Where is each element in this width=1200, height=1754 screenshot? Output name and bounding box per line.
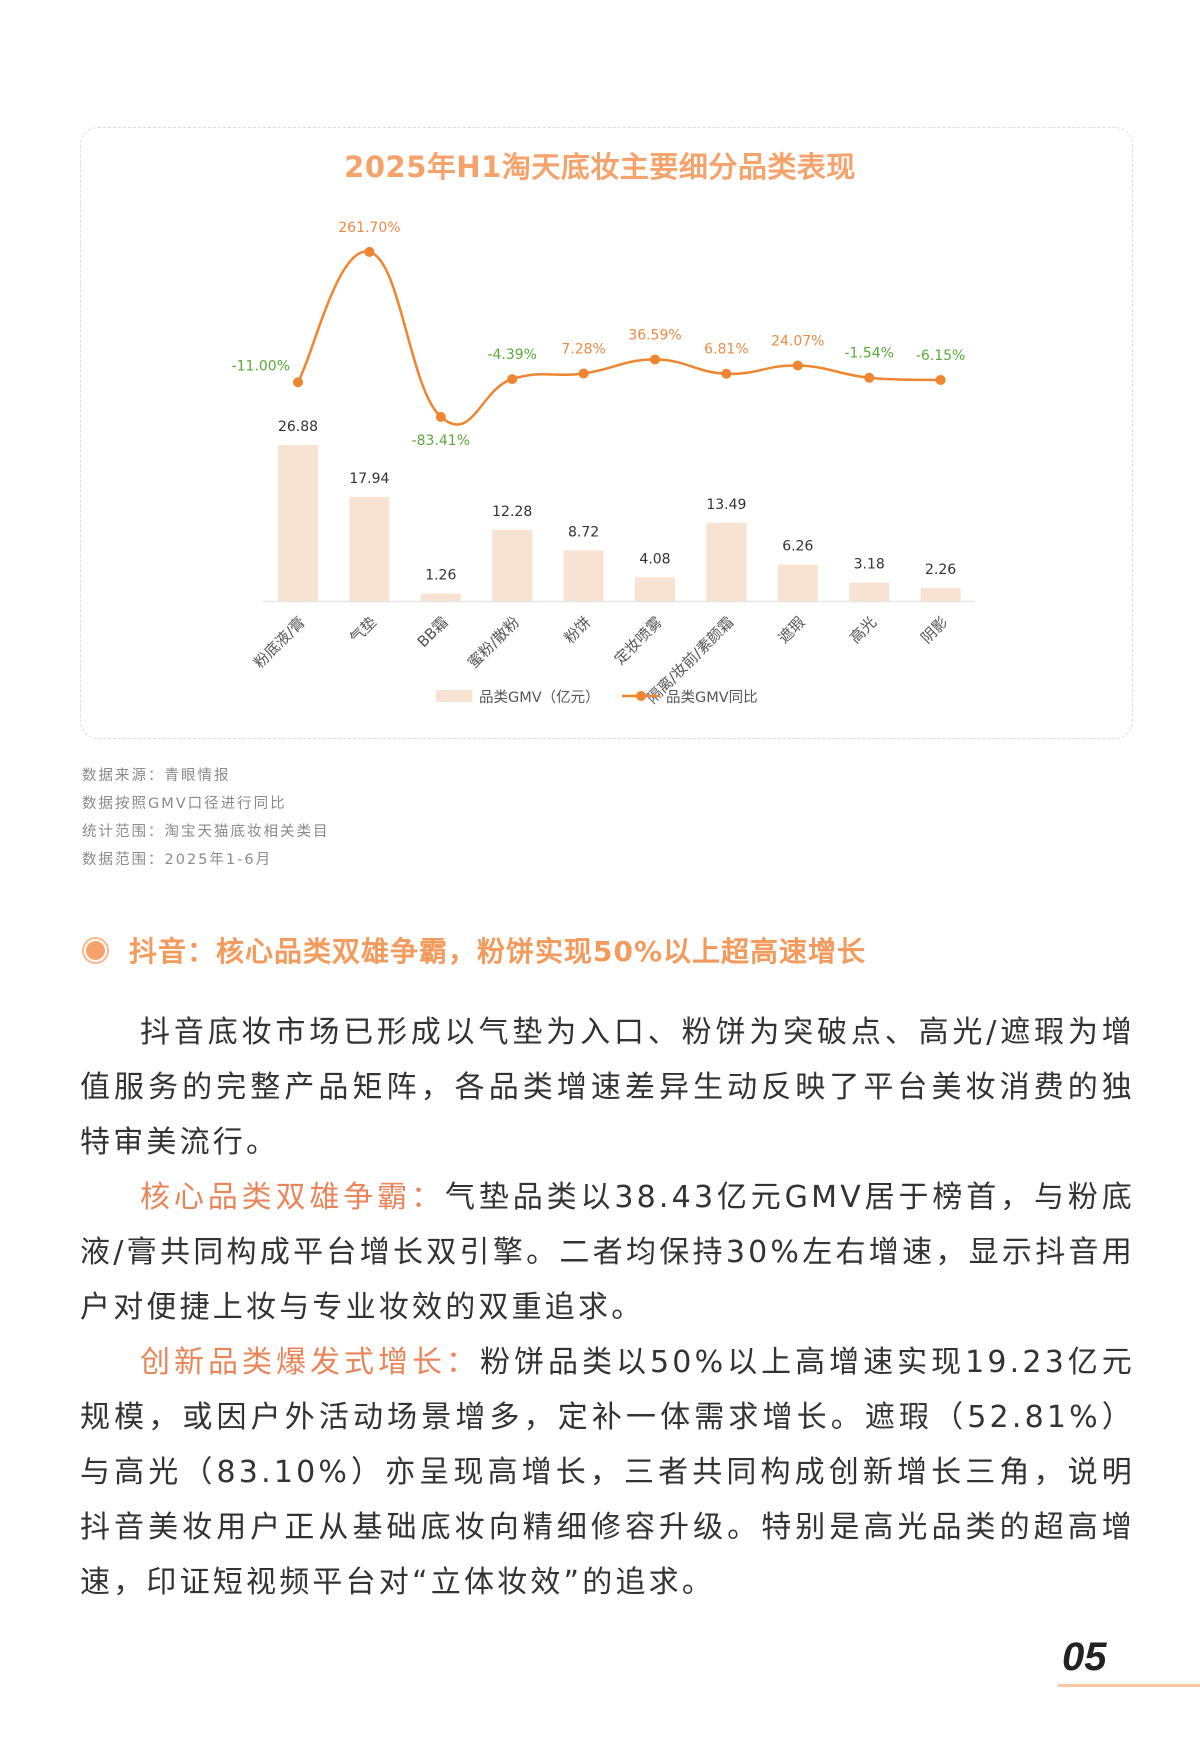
legend-line-label: 品类GMV同比	[666, 689, 758, 706]
gmv-bar	[563, 550, 604, 601]
paragraph-highlight: 核心品类双雄争霸：	[140, 1180, 445, 1215]
chart-container	[80, 127, 1133, 739]
yoy-value-label: -11.00%	[232, 358, 290, 374]
gmv-bar	[420, 593, 461, 601]
paragraph-text: 气垫品类以38.43亿元GMV居于榜首，与粉底液/膏共同构成平台增长双引擎。二者…	[80, 1180, 1135, 1325]
category-label: 粉底液/膏	[250, 613, 309, 672]
yoy-value-label: -6.15%	[916, 348, 966, 364]
paragraph-highlight: 创新品类爆发式增长：	[140, 1345, 481, 1380]
yoy-point	[721, 368, 732, 379]
yoy-value-label: 7.28%	[561, 342, 605, 358]
gmv-bar	[492, 529, 533, 601]
yoy-point	[864, 372, 875, 383]
chart-title: 2025年H1淘天底妆主要细分品类表现	[344, 150, 856, 184]
yoy-point	[935, 374, 946, 385]
gmv-bar	[920, 587, 961, 601]
gmv-bar	[777, 564, 818, 601]
category-label: 粉饼	[560, 613, 594, 647]
gmv-bar	[349, 496, 390, 601]
paragraph-text: 抖音底妆市场已形成以气垫为入口、粉饼为突破点、高光/遮瑕为增值服务的完整产品矩阵…	[80, 1015, 1135, 1160]
page-number: 05	[1062, 1635, 1107, 1679]
category-label: 定妆喷雾	[611, 613, 666, 668]
note-source: 数据来源：青眼情报	[82, 768, 231, 784]
gmv-bar	[849, 582, 890, 601]
paragraph-intro: 抖音底妆市场已形成以气垫为入口、粉饼为突破点、高光/遮瑕为增值服务的完整产品矩阵…	[80, 1005, 1135, 1170]
section-title: 抖音：核心品类双雄争霸，粉饼实现50%以上超高速增长	[129, 935, 867, 968]
yoy-point	[435, 411, 446, 422]
yoy-line	[296, 250, 941, 426]
bar-value-label: 3.18	[854, 557, 885, 573]
category-label: 高光	[846, 613, 880, 647]
page-number-underline	[1058, 1684, 1200, 1687]
yoy-point	[364, 246, 375, 257]
data-notes: 数据来源：青眼情报 数据按照GMV口径进行同比 统计范围：淘宝天猫底妆相关类目 …	[82, 762, 330, 874]
paragraph-innovation: 创新品类爆发式增长：粉饼品类以50%以上高增速实现19.23亿元规模，或因户外活…	[80, 1335, 1135, 1610]
gmv-bar	[635, 577, 675, 601]
yoy-point	[507, 374, 518, 385]
bar-value-label: 8.72	[568, 524, 599, 540]
body-text: 抖音底妆市场已形成以气垫为入口、粉饼为突破点、高光/遮瑕为增值服务的完整产品矩阵…	[80, 1005, 1135, 1610]
category-label: 气垫	[346, 613, 380, 647]
yoy-value-label: 24.07%	[771, 333, 824, 349]
yoy-value-label: 36.59%	[628, 328, 681, 344]
legend-bar-swatch	[436, 690, 472, 702]
category-label: BB霜	[414, 613, 452, 651]
category-label: 阴影	[917, 613, 951, 647]
yoy-value-label: 6.81%	[704, 342, 748, 358]
legend-bar-label: 品类GMV（亿元）	[479, 689, 600, 706]
paragraph-core: 核心品类双雄争霸：气垫品类以38.43亿元GMV居于榜首，与粉底液/膏共同构成平…	[80, 1170, 1135, 1335]
gmv-bar	[706, 522, 747, 601]
yoy-value-label: 261.70%	[338, 220, 400, 236]
bar-value-label: 12.28	[492, 504, 532, 520]
section-heading: 抖音：核心品类双雄争霸，粉饼实现50%以上超高速增长	[82, 930, 866, 970]
yoy-point	[293, 377, 303, 388]
yoy-point	[650, 354, 660, 365]
gmv-bar	[278, 445, 318, 601]
legend-line-marker	[636, 691, 646, 701]
yoy-value-label: -83.41%	[412, 433, 470, 449]
bar-value-label: 6.26	[782, 539, 813, 555]
category-label: 蜜粉/散粉	[464, 613, 523, 672]
yoy-point	[578, 368, 589, 379]
bar-value-label: 2.26	[925, 562, 956, 578]
note-method: 数据按照GMV口径进行同比	[82, 796, 287, 812]
paragraph-text: 粉饼品类以50%以上高增速实现19.23亿元规模，或因户外活动场景增多，定补一体…	[80, 1345, 1135, 1600]
circle-bullet-icon	[82, 936, 109, 964]
bar-value-label: 1.26	[425, 568, 456, 584]
yoy-value-label: -4.39%	[487, 347, 537, 363]
bar-value-label: 4.08	[639, 551, 670, 567]
bar-value-label: 17.94	[349, 471, 389, 487]
note-period: 数据范围：2025年1-6月	[82, 852, 273, 868]
category-label: 遮瑕	[775, 613, 809, 647]
bar-value-label: 13.49	[706, 497, 746, 513]
combo-chart: 26.88 粉底液/膏 17.94 气垫 1.26 BB霜 12.28 蜜粉/散粉 8.72 粉饼…	[232, 220, 975, 707]
bar-value-label: 26.88	[278, 419, 318, 435]
yoy-value-label: -1.54%	[844, 346, 894, 362]
note-scope: 统计范围：淘宝天猫底妆相关类目	[82, 824, 330, 840]
yoy-point	[792, 360, 803, 371]
